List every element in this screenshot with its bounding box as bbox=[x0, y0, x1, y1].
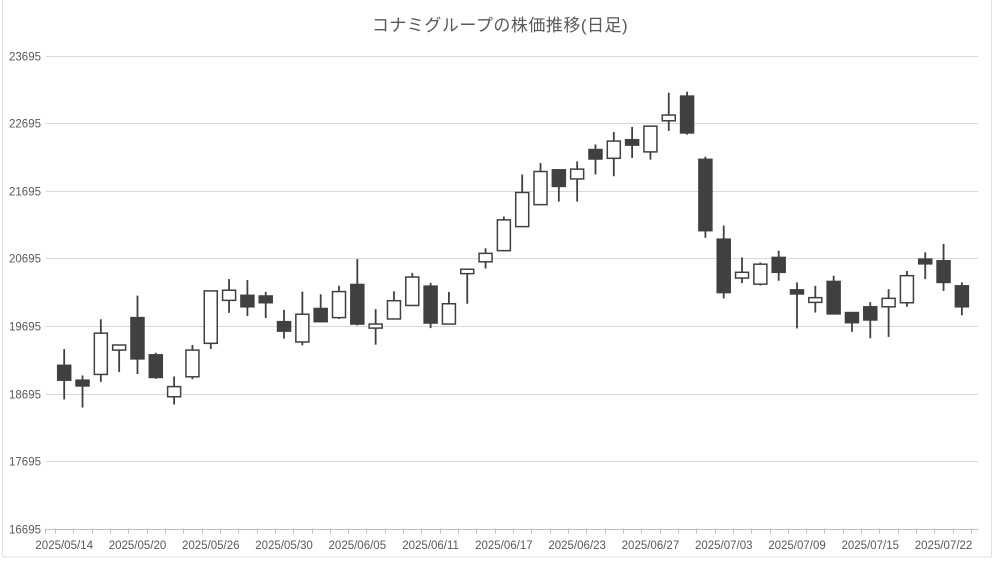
x-axis-label: 2025/06/17 bbox=[475, 540, 533, 552]
candle-down-2025/05/14 bbox=[56, 364, 72, 381]
y-axis-label: 23695 bbox=[9, 52, 41, 64]
candle-down-2025/05/28 bbox=[240, 294, 255, 308]
candle-down-2025/07/03 bbox=[716, 238, 731, 294]
candle-down-2025/05/29 bbox=[258, 295, 273, 304]
y-axis-label: 17695 bbox=[9, 457, 41, 469]
candle-up-2025/06/06 bbox=[368, 323, 383, 329]
candle-up-2025/06/17 bbox=[496, 219, 512, 252]
x-axis-label: 2025/07/22 bbox=[915, 540, 973, 552]
x-axis-label: 2025/05/30 bbox=[255, 540, 313, 552]
candle-up-2025/07/17 bbox=[899, 274, 915, 304]
candle-up-2025/07/16 bbox=[881, 297, 896, 308]
candle-up-2025/07/07 bbox=[753, 263, 768, 285]
candle-down-2025/05/30 bbox=[276, 320, 292, 332]
candle-up-2025/05/27 bbox=[221, 289, 237, 302]
candle-up-2025/05/16 bbox=[93, 332, 109, 376]
candle-up-2025/05/19 bbox=[111, 344, 127, 351]
candle-up-2025/06/19 bbox=[533, 170, 548, 206]
candle-up-2025/06/27 bbox=[643, 125, 658, 153]
candle-down-2025/07/23 bbox=[954, 285, 970, 308]
chart-title: コナミグループの株価推移(日足) bbox=[371, 16, 629, 35]
candle-down-2025/06/05 bbox=[350, 283, 365, 325]
x-axis-label: 2025/06/23 bbox=[548, 540, 606, 552]
candle-down-2025/06/20 bbox=[551, 169, 567, 188]
candle-up-2025/05/23 bbox=[185, 349, 200, 378]
y-axis-label: 19695 bbox=[9, 322, 41, 334]
candle-down-2025/06/11 bbox=[423, 285, 438, 324]
candle-down-2025/07/01 bbox=[679, 95, 695, 134]
x-axis-label: 2025/05/26 bbox=[182, 540, 240, 552]
candle-down-2025/05/21 bbox=[148, 354, 164, 379]
candle-down-2025/07/15 bbox=[863, 306, 878, 321]
y-axis-label: 16695 bbox=[9, 525, 41, 537]
candle-down-2025/07/08 bbox=[771, 256, 786, 274]
candle-up-2025/05/22 bbox=[166, 385, 182, 398]
x-axis-label: 2025/06/27 bbox=[622, 540, 680, 552]
candle-down-2025/06/03 bbox=[313, 307, 328, 323]
candle-up-2025/06/23 bbox=[569, 168, 585, 180]
candle-up-2025/06/10 bbox=[405, 276, 420, 307]
x-axis-label: 2025/05/14 bbox=[35, 540, 93, 552]
candle-down-2025/07/22 bbox=[936, 260, 951, 284]
candle-up-2025/07/10 bbox=[808, 296, 823, 304]
candle-up-2025/06/18 bbox=[514, 191, 530, 228]
candle-up-2025/05/26 bbox=[203, 290, 219, 345]
candle-up-2025/06/02 bbox=[295, 313, 310, 343]
candle-up-2025/06/16 bbox=[478, 252, 493, 263]
candle-down-2025/06/26 bbox=[624, 138, 640, 146]
candle-down-2025/07/11 bbox=[826, 280, 841, 315]
candle-down-2025/07/18 bbox=[917, 258, 933, 265]
x-axis-label: 2025/07/15 bbox=[841, 540, 899, 552]
candle-up-2025/06/09 bbox=[386, 299, 402, 320]
x-axis-label: 2025/07/03 bbox=[695, 540, 753, 552]
candle-up-2025/06/25 bbox=[606, 140, 622, 160]
candle-up-2025/06/04 bbox=[331, 290, 347, 319]
candle-down-2025/07/14 bbox=[844, 311, 860, 324]
candle-down-2025/05/15 bbox=[75, 379, 90, 387]
candle-up-2025/06/12 bbox=[441, 302, 457, 325]
candle-down-2025/07/09 bbox=[789, 289, 805, 295]
x-axis-label: 2025/05/20 bbox=[109, 540, 167, 552]
y-axis-label: 22695 bbox=[9, 119, 41, 131]
x-axis-label: 2025/06/05 bbox=[329, 540, 387, 552]
y-axis-label: 20695 bbox=[9, 254, 41, 266]
candle-down-2025/07/02 bbox=[698, 158, 713, 232]
candle-up-2025/06/30 bbox=[661, 114, 677, 122]
candle-up-2025/06/13 bbox=[459, 268, 475, 275]
x-axis-label: 2025/06/11 bbox=[402, 540, 459, 552]
candle-up-2025/07/04 bbox=[734, 271, 750, 279]
x-axis-label: 2025/07/09 bbox=[768, 540, 826, 552]
candle-down-2025/05/20 bbox=[130, 316, 145, 360]
y-axis-label: 18695 bbox=[9, 390, 41, 402]
candle-down-2025/06/24 bbox=[588, 148, 603, 160]
y-axis-label: 21695 bbox=[9, 187, 41, 199]
